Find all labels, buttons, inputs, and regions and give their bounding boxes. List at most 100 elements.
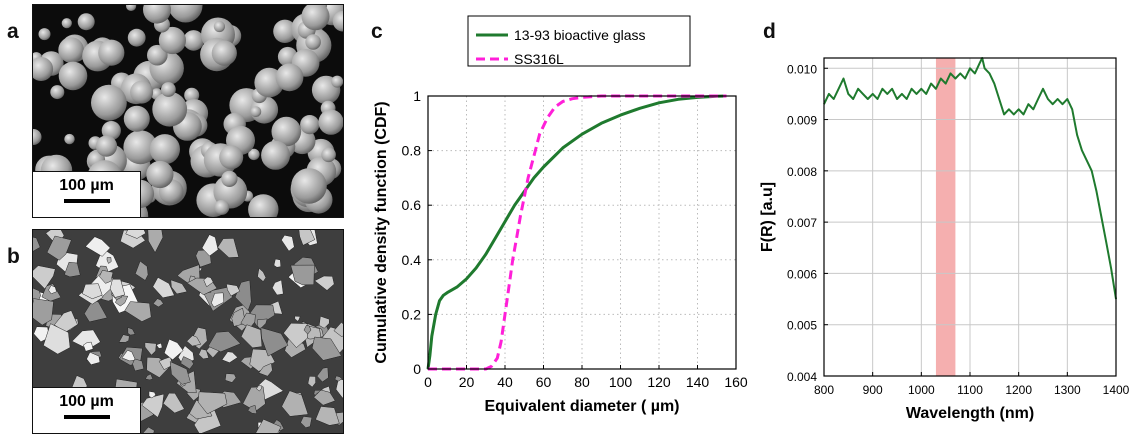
sem-a-particle — [211, 40, 237, 66]
sem-b-particle — [121, 349, 136, 362]
y-axis-label: F(R) [a.u] — [759, 182, 776, 252]
sem-a-particle — [271, 116, 302, 147]
sem-b-particle — [148, 391, 157, 399]
scale-bar-a-label: 100 µm — [59, 177, 114, 194]
sem-b-particle — [303, 324, 312, 335]
y-tick-label: 0.005 — [787, 319, 817, 333]
sem-b-particle — [33, 298, 54, 326]
sem-a-particle — [64, 133, 75, 145]
sem-a-particle — [248, 194, 279, 217]
sem-b-particle — [247, 405, 258, 414]
sem-a-particle — [58, 37, 84, 63]
sem-b-particle — [242, 386, 266, 412]
x-axis-label: Wavelength (nm) — [906, 405, 1034, 422]
sem-b-particle — [197, 391, 228, 415]
sem-a-particle — [161, 82, 176, 97]
x-tick-label: 900 — [863, 383, 883, 397]
x-tick-label: 100 — [609, 374, 633, 390]
sem-a-particle — [95, 135, 118, 157]
sem-a-particle — [152, 91, 188, 127]
sem-b-particle — [211, 292, 225, 308]
sem-b-particle — [240, 324, 263, 349]
sem-image-a-drawing — [33, 5, 343, 217]
sem-b-particle — [217, 238, 240, 258]
sem-b-particle — [147, 230, 164, 254]
y-axis-label: Cumulative density function (CDF) — [373, 101, 390, 363]
sem-b-particle — [43, 323, 71, 355]
sem-b-particle — [315, 406, 340, 426]
sem-a-particle — [214, 199, 230, 215]
sem-a-particle — [146, 160, 174, 189]
plot-frame — [427, 95, 737, 370]
sem-a-particle — [184, 87, 200, 103]
y-tick-label: 0.008 — [787, 165, 817, 179]
sem-b-particle — [256, 385, 263, 392]
sem-b-particle — [180, 356, 194, 370]
sem-b-particle — [127, 327, 136, 336]
sem-b-particle — [124, 301, 152, 322]
sem-b-particle — [145, 373, 154, 381]
sem-b-particle — [281, 234, 295, 252]
y-tick-label: 0.010 — [787, 62, 817, 76]
sem-b-particle — [186, 335, 202, 347]
cdf-chart: 0 20 40 60 80 100 120 140 160 0 0.2 0.4 0.6 0.8 1 Equiv… — [373, 15, 748, 415]
sem-a-particle — [38, 28, 51, 41]
sem-image-b-drawing — [33, 230, 343, 433]
sem-b-particle — [333, 321, 343, 337]
sem-a-particle — [61, 18, 72, 29]
sem-b-particle — [224, 373, 237, 383]
sem-b-particle — [198, 348, 210, 360]
sem-b-particle — [260, 327, 289, 357]
sem-b-particle — [99, 270, 114, 284]
x-tick-label: 1100 — [957, 383, 983, 397]
sem-a-particle — [50, 85, 65, 100]
sem-b-particle — [169, 361, 191, 385]
sem-b-particle — [335, 378, 343, 399]
scale-bar-a: 100 µm — [33, 171, 141, 217]
y-tick-label: 0.8 — [402, 143, 422, 159]
sem-b-particle — [142, 426, 155, 433]
sem-b-particle — [334, 375, 343, 382]
sem-b-particle — [144, 342, 157, 356]
sem-b-particle — [170, 279, 188, 295]
sem-b-particle — [298, 230, 316, 246]
sem-a-particle — [301, 5, 330, 31]
sem-a-particle — [147, 44, 168, 66]
sem-a-particle — [305, 34, 321, 50]
x-tick-label: 140 — [686, 374, 710, 390]
sem-b-particle — [272, 279, 284, 296]
sem-b-particle — [106, 257, 112, 264]
sem-b-particle — [290, 264, 315, 286]
sem-a-particle — [332, 10, 343, 32]
sem-a-particle — [33, 57, 54, 81]
scale-bar-b-label: 100 µm — [59, 393, 114, 410]
sem-a-particle — [123, 105, 150, 132]
x-tick-label: 1400 — [1103, 383, 1130, 397]
sem-a-particle — [213, 20, 225, 33]
panel-c-letter: c — [371, 20, 383, 43]
sem-b-particle — [152, 298, 164, 308]
sem-b-particle — [258, 362, 273, 377]
panel-b-letter: b — [7, 245, 20, 268]
sem-b-particle — [33, 265, 56, 290]
x-tick-label: 160 — [724, 374, 748, 390]
sem-b-particle — [141, 393, 165, 418]
sem-a-particle — [130, 80, 154, 104]
sem-b-particle — [33, 236, 41, 252]
sem-a-particle — [168, 5, 203, 23]
sem-a-particle — [321, 147, 336, 163]
series-line-1 — [823, 57, 1117, 300]
x-tick-label: 40 — [497, 374, 513, 390]
sem-b-particle — [294, 315, 301, 322]
sem-b-particle — [118, 334, 130, 343]
sem-b-particle — [207, 331, 241, 353]
x-tick-label: 60 — [536, 374, 552, 390]
sem-a-particle — [101, 121, 121, 141]
sem-a-particle — [98, 39, 125, 66]
highlight-band — [935, 58, 956, 376]
sem-b-particle — [281, 390, 309, 417]
scale-bar-b-line — [63, 415, 110, 419]
sem-b-particle — [53, 310, 78, 333]
x-tick-label: 1000 — [908, 383, 935, 397]
plot-frame — [823, 57, 1117, 377]
